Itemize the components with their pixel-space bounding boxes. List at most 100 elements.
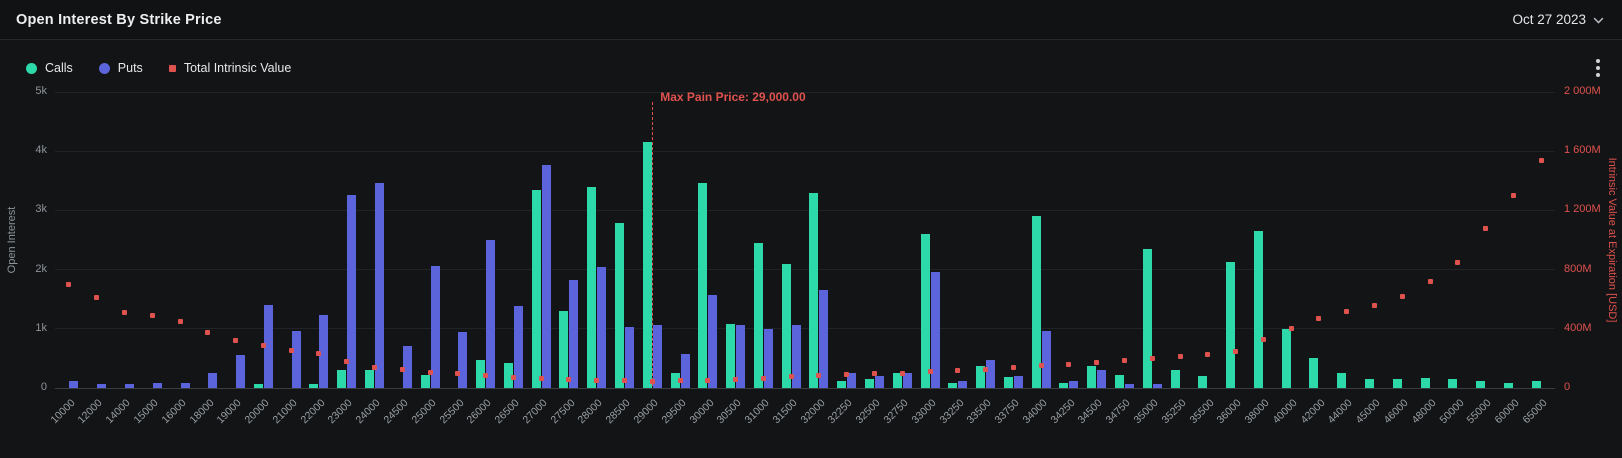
legend-item-calls[interactable]: Calls	[26, 61, 73, 75]
calls-bar	[1226, 261, 1236, 388]
x-axis-tick-label: 34500	[1076, 397, 1106, 427]
calls-bar	[1503, 382, 1513, 388]
x-axis-tick-label: 32000	[798, 397, 828, 427]
puts-bar	[541, 165, 551, 388]
x-axis-tick-label: 24000	[353, 397, 383, 427]
page-title: Open Interest By Strike Price	[16, 11, 222, 28]
intrinsic-value-dot	[94, 295, 100, 301]
calls-bar	[753, 242, 763, 388]
x-axis-tick-label: 24500	[381, 397, 411, 427]
x-axis-tick-label: 34250	[1048, 397, 1078, 427]
calls-bar	[1142, 248, 1152, 388]
calls-bar	[948, 383, 958, 388]
calls-bar	[1281, 328, 1291, 388]
x-axis-tick-label: 25000	[409, 397, 439, 427]
x-axis-tick-label: 10000	[48, 397, 78, 427]
calls-bar	[1170, 370, 1180, 388]
puts-bar	[152, 382, 162, 388]
puts-bar	[763, 328, 773, 388]
left-axis-tick-label: 4k	[35, 144, 47, 157]
calls-bar	[920, 234, 930, 388]
x-axis-tick-label: 26000	[464, 397, 495, 427]
x-axis-tick-label: 32500	[853, 397, 883, 427]
x-axis-tick-label: 21000	[270, 397, 300, 427]
intrinsic-value-dot	[538, 376, 544, 382]
calls-bar	[781, 263, 791, 388]
puts-bar	[708, 295, 718, 388]
intrinsic-value-dot	[510, 374, 516, 380]
x-axis-tick-label: 32750	[881, 397, 911, 427]
puts-bar	[819, 290, 829, 388]
x-axis-tick-label: 46000	[1381, 397, 1411, 427]
left-axis-tick-label: 5k	[35, 85, 47, 97]
intrinsic-value-dot	[260, 342, 266, 348]
intrinsic-value-dot	[816, 372, 822, 378]
x-axis-tick-label: 14000	[103, 397, 133, 427]
calls-bar	[726, 324, 736, 388]
puts-bar	[902, 372, 912, 388]
intrinsic-value-dot	[149, 312, 155, 318]
intrinsic-series-marker-icon	[168, 64, 176, 72]
intrinsic-value-dot	[316, 351, 322, 357]
left-axis-tick-label: 0	[40, 381, 47, 393]
puts-bar	[680, 353, 690, 388]
chevron-down-icon	[1593, 17, 1604, 24]
intrinsic-value-dot	[1510, 193, 1516, 199]
puts-bar	[1069, 381, 1079, 388]
puts-bar	[1152, 383, 1162, 388]
puts-bar	[291, 331, 301, 388]
puts-bar	[374, 183, 384, 388]
x-axis-tick-label: 32250	[826, 397, 856, 427]
calls-bar	[1087, 365, 1097, 388]
x-axis-tick-label: 12000	[76, 397, 106, 427]
calls-bar	[1531, 381, 1541, 388]
panel-header: Open Interest By Strike Price Oct 27 202…	[0, 0, 1622, 40]
intrinsic-value-dot	[955, 368, 961, 374]
left-axis-tick-label: 1k	[35, 321, 47, 334]
intrinsic-value-dot	[1038, 363, 1044, 369]
legend-item-puts[interactable]: Puts	[98, 61, 143, 75]
intrinsic-value-dot	[621, 378, 627, 384]
legend-item-total-intrinsic-value[interactable]: Total Intrinsic Value	[168, 61, 291, 75]
intrinsic-value-dot	[594, 377, 600, 383]
date-selector[interactable]: Oct 27 2023	[1510, 8, 1606, 31]
puts-bar	[597, 266, 607, 388]
intrinsic-value-dot	[1177, 353, 1183, 359]
puts-bar	[958, 381, 968, 388]
legend-label-puts: Puts	[117, 61, 143, 75]
calls-bar	[1031, 216, 1041, 388]
x-axis-tick-label: 33500	[964, 397, 995, 427]
grid-line	[55, 150, 1555, 152]
intrinsic-value-dot	[483, 372, 489, 378]
puts-bar	[458, 331, 468, 388]
grid-line	[55, 209, 1555, 211]
grid-line	[55, 328, 1555, 330]
grid-line	[55, 269, 1555, 271]
kebab-dot	[1596, 73, 1600, 77]
x-axis-tick-label: 33750	[992, 397, 1022, 427]
intrinsic-value-dot	[983, 366, 989, 372]
left-axis-tick-label: 3k	[35, 203, 47, 216]
grid-line	[55, 91, 1555, 93]
puts-bar	[930, 271, 940, 388]
puts-bar	[569, 280, 579, 388]
x-axis-tick-label: 35000	[1131, 397, 1161, 427]
legend-row: Calls Puts Total Intrinsic Value	[26, 55, 1608, 81]
calls-bar	[670, 372, 680, 388]
calls-bar	[420, 374, 430, 388]
intrinsic-value-dot	[733, 376, 739, 382]
calls-bar	[253, 384, 263, 388]
puts-bar	[97, 384, 107, 388]
intrinsic-value-dot	[1149, 355, 1155, 361]
calls-bar	[337, 370, 347, 388]
x-axis-tick-label: 23000	[326, 397, 356, 427]
intrinsic-value-dot	[177, 318, 183, 324]
puts-bar	[236, 354, 246, 388]
kebab-menu-icon[interactable]	[1588, 55, 1608, 81]
puts-bar	[319, 315, 329, 388]
calls-bar	[698, 182, 708, 388]
puts-bar	[513, 306, 523, 388]
intrinsic-value-dot	[1260, 336, 1266, 342]
puts-bar	[791, 324, 801, 388]
x-axis-tick-label: 34000	[1020, 397, 1050, 427]
